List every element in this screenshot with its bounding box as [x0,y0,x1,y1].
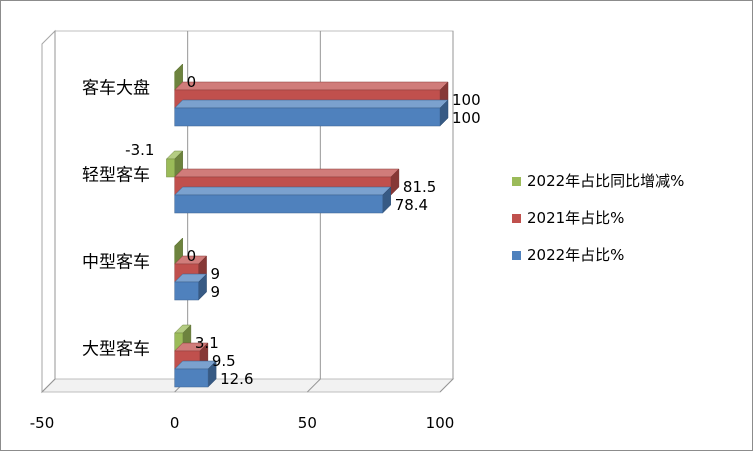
legend-label: 2022年占比同比增减% [527,172,684,190]
legend-item: 2021年占比% [512,209,624,227]
bar [174,99,449,127]
x-tick-label: -50 [30,414,55,432]
gridline [41,31,56,393]
legend-swatch [512,177,521,186]
bar [174,63,183,91]
value-axis-ticks: -50 0 50 100 [30,414,455,432]
data-label: 0 [187,247,197,265]
category-label: 轻型客车 [82,166,150,186]
data-label: 78.4 [395,196,428,214]
category-axis-labels: 大型客车 中型客车 轻型客车 客车大盘 [82,79,150,360]
bar [174,186,392,214]
x-tick-label: 100 [426,414,455,432]
data-label: -3.1 [125,141,154,159]
category-label: 中型客车 [82,253,150,273]
legend-item: 2022年占比同比增减% [512,172,684,190]
data-label: 9.5 [212,352,236,370]
gridline [439,31,454,393]
legend-label: 2021年占比% [527,209,624,227]
bar [165,150,184,178]
data-label: 3.1 [195,334,219,352]
bars-group [165,63,449,388]
category-label: 客车大盘 [82,79,150,99]
bar [174,273,208,301]
legend-label: 2022年占比% [527,246,624,264]
side-wall [41,29,56,394]
gridline [306,31,321,393]
data-label: 81.5 [403,178,436,196]
data-label: 9 [211,283,221,301]
data-label: 9 [211,265,221,283]
category-label: 大型客车 [82,340,150,360]
legend-swatch [512,251,521,260]
data-label: 100 [452,91,481,109]
legend-item: 2022年占比% [512,246,624,264]
data-label: 0 [187,73,197,91]
bar [174,360,217,388]
data-label: 12.6 [220,370,253,388]
data-label: 100 [452,109,481,127]
legend: 2022年占比同比增减% 2021年占比% 2022年占比% [512,172,684,264]
x-tick-label: 0 [170,414,180,432]
legend-swatch [512,214,521,223]
x-tick-label: 50 [298,414,317,432]
